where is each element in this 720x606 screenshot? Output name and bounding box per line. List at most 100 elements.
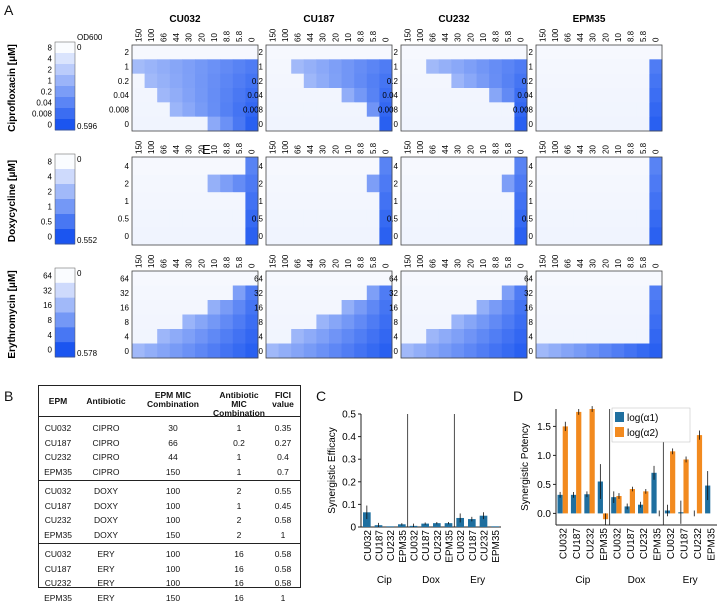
heatmap-x-tick: 5.8 bbox=[639, 30, 648, 42]
heatmap-cell bbox=[649, 343, 663, 359]
heatmap-cell bbox=[451, 174, 465, 193]
heatmap-cell bbox=[636, 157, 650, 175]
heatmap-cell bbox=[624, 209, 638, 228]
table-header-row: EPM Antibiotic EPM MIC Combination Antib… bbox=[39, 389, 300, 418]
heatmap-cell bbox=[303, 227, 317, 246]
heatmap-cell bbox=[514, 271, 528, 286]
table-cell: 2 bbox=[236, 529, 242, 540]
heatmap-cell bbox=[438, 285, 452, 301]
c-bar bbox=[468, 519, 476, 527]
heatmap-cell bbox=[354, 45, 368, 60]
heatmap-cell bbox=[132, 314, 145, 330]
c-category-label: EPM35 bbox=[491, 530, 502, 563]
heatmap-cell bbox=[413, 314, 427, 330]
colorbar-cell bbox=[55, 312, 75, 328]
heatmap-cell bbox=[329, 314, 342, 330]
colorbar-cell bbox=[55, 327, 75, 343]
table-cell: 150 bbox=[165, 466, 181, 477]
heatmap-cell bbox=[624, 227, 638, 246]
heatmap-x-tick: 5.8 bbox=[504, 256, 513, 268]
heatmap-cell bbox=[220, 300, 234, 315]
heatmap-cell bbox=[316, 174, 330, 193]
heatmap-y-tick: 1 bbox=[529, 63, 534, 72]
heatmap-cell bbox=[232, 192, 246, 211]
heatmap-x-tick: 44 bbox=[172, 259, 181, 268]
heatmap-cell bbox=[561, 73, 575, 89]
heatmap-cell bbox=[245, 227, 259, 246]
table-cell: 100 bbox=[165, 563, 181, 574]
heatmap-cell bbox=[438, 343, 452, 359]
heatmap-cell bbox=[649, 329, 663, 344]
colorbar-cell bbox=[55, 42, 75, 54]
heatmap-cell bbox=[329, 227, 342, 246]
heatmap-x-tick: 8.8 bbox=[223, 256, 232, 268]
heatmap-cell bbox=[476, 227, 490, 246]
heatmap-cell bbox=[501, 102, 515, 118]
heatmap-x-tick: 150 bbox=[268, 28, 277, 42]
heatmap-x-tick: 150 bbox=[134, 28, 143, 42]
heatmap-cell bbox=[303, 300, 317, 315]
heatmap-x-tick: 0 bbox=[652, 149, 661, 154]
heatmap-cell bbox=[182, 285, 196, 301]
heatmap-cell bbox=[316, 227, 330, 246]
heatmap-cell bbox=[476, 271, 490, 286]
colorbar-cell bbox=[55, 108, 75, 120]
table-cell: CU032 bbox=[44, 486, 72, 496]
synergistic-efficacy-chart: 0 0.1 0.2 0.3 0.4 0.5 Synergistic Efficacy CU03… bbox=[327, 410, 502, 587]
heatmap-x-tick: 44 bbox=[576, 145, 585, 154]
heatmap-cell bbox=[132, 343, 145, 359]
heatmap-cell bbox=[266, 271, 279, 286]
heatmap-x-tick: 5.8 bbox=[235, 256, 244, 268]
heatmap-cell bbox=[624, 88, 638, 103]
heatmap-cell bbox=[232, 73, 246, 89]
heatmap-cell bbox=[232, 157, 246, 175]
colorbar-max-label: 0.578 bbox=[77, 349, 98, 358]
heatmap-cell bbox=[514, 157, 528, 175]
heatmap-cell bbox=[278, 59, 292, 75]
heatmap-x-tick: 8.8 bbox=[492, 30, 501, 42]
heatmap-cell bbox=[548, 174, 562, 193]
heatmap-x-tick: 66 bbox=[294, 145, 303, 154]
heatmap-cell bbox=[303, 285, 317, 301]
d-bar-alpha2 bbox=[696, 435, 703, 514]
heatmap-cell bbox=[266, 314, 279, 330]
heatmap-cell bbox=[599, 174, 612, 193]
heatmap-cell bbox=[426, 192, 440, 211]
heatmap-cell bbox=[303, 102, 317, 118]
heatmap-cell bbox=[611, 88, 625, 103]
heatmap-cell bbox=[636, 343, 650, 359]
heatmap-x-tick: 150 bbox=[538, 254, 547, 268]
heatmap-cell bbox=[144, 329, 158, 344]
heatmap-x-tick: 8.8 bbox=[627, 30, 636, 42]
heatmap-cell bbox=[182, 329, 196, 344]
heatmap-cell bbox=[207, 227, 221, 246]
heatmap-cell bbox=[182, 343, 196, 359]
heatmap-cell bbox=[132, 59, 145, 75]
heatmap-cell bbox=[489, 45, 503, 60]
heatmap-y-tick: 2 bbox=[259, 179, 264, 188]
heatmap-cell bbox=[611, 59, 625, 75]
heatmap-cell bbox=[366, 343, 380, 359]
heatmap-x-tick: 8.8 bbox=[357, 142, 366, 154]
heatmap-cell bbox=[548, 102, 562, 118]
heatmap-cell bbox=[573, 102, 587, 118]
table-cell: 1 bbox=[236, 466, 242, 477]
heatmap-y-tick: 0.04 bbox=[382, 91, 398, 100]
heatmap-cell bbox=[514, 192, 528, 211]
heatmap-x-tick: 0 bbox=[248, 149, 257, 154]
heatmap-x-tick: 100 bbox=[281, 140, 290, 154]
heatmap-cell bbox=[195, 45, 208, 60]
heatmap-cell bbox=[157, 192, 171, 211]
table-cell: 2 bbox=[236, 515, 242, 525]
heatmap-cell bbox=[636, 174, 650, 193]
heatmap-cell bbox=[561, 45, 575, 60]
heatmap-cell bbox=[157, 102, 171, 118]
heatmap-cell bbox=[426, 157, 440, 175]
colorbar-cell bbox=[55, 342, 75, 358]
heatmap-cell bbox=[599, 300, 612, 315]
heatmap-cell bbox=[636, 329, 650, 344]
heatmap-cell bbox=[413, 116, 427, 132]
heatmap-x-tick: 0 bbox=[382, 37, 391, 42]
table-cell: DOXY bbox=[93, 486, 119, 496]
heatmap-cell bbox=[451, 329, 465, 344]
